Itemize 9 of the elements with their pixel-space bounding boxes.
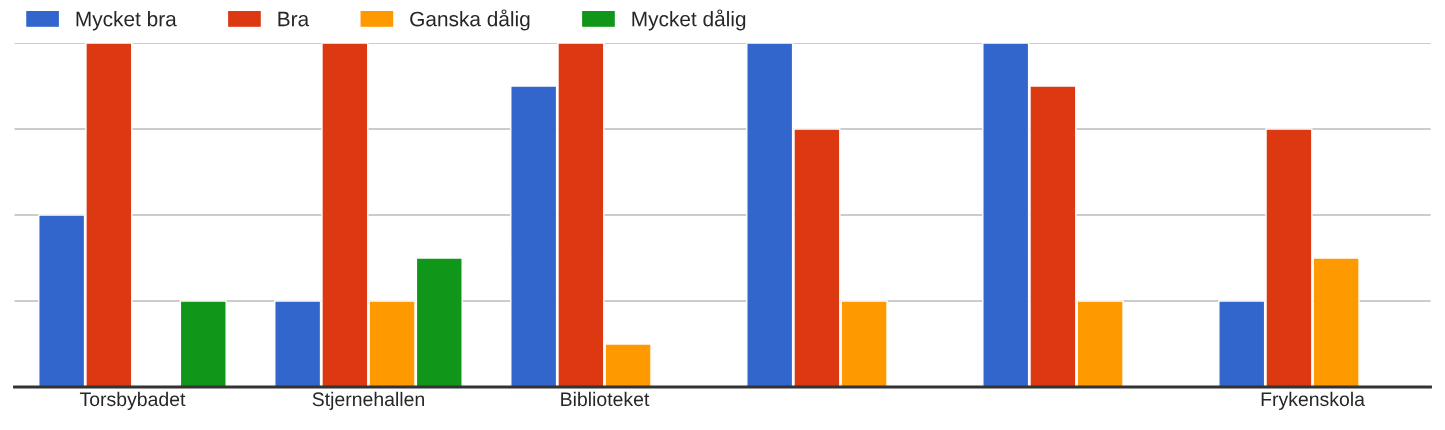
legend-label: Bra xyxy=(278,11,310,27)
legend-label: Mycket dålig xyxy=(632,9,746,31)
x-tick-label: Frykenskola xyxy=(1261,391,1365,410)
bar xyxy=(179,300,227,387)
x-tick-label: Biblioteket xyxy=(561,391,650,407)
x-tick-label: Torsbybadet xyxy=(79,391,186,410)
legend-label: Ganska dålig xyxy=(410,9,530,31)
x-tick-label: Stjernehallen xyxy=(312,391,424,410)
legend-label: Mycket bra xyxy=(76,11,177,31)
